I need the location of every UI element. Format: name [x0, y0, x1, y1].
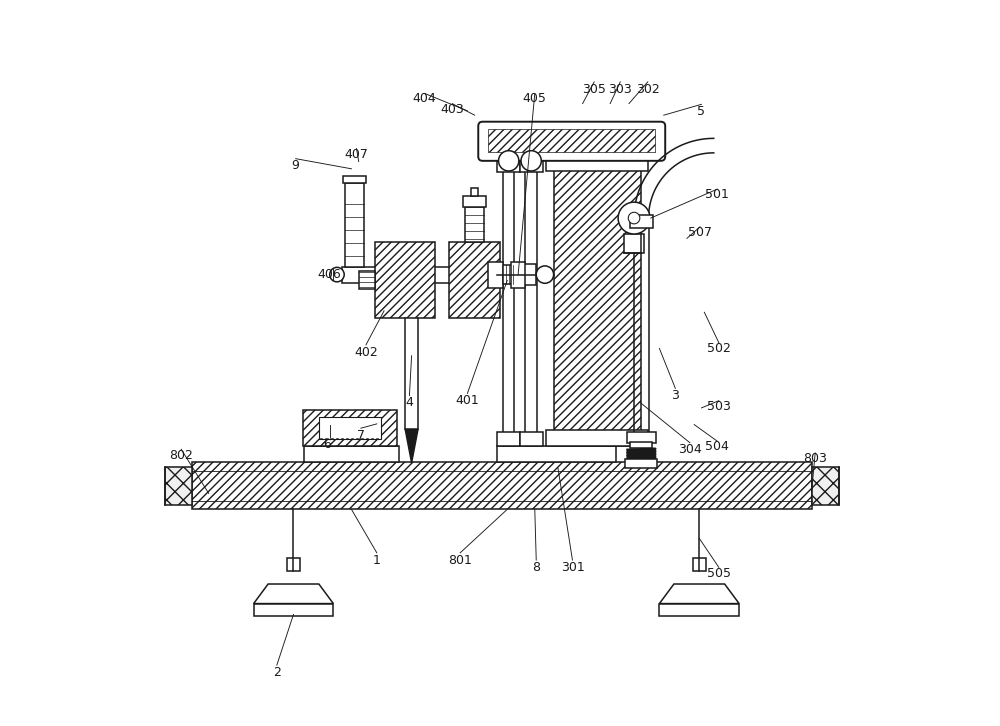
Bar: [345, 183, 364, 266]
Bar: [546, 431, 648, 446]
Bar: [812, 467, 839, 505]
Bar: [287, 558, 300, 571]
Text: 4: 4: [405, 396, 413, 409]
Bar: [303, 410, 397, 446]
Bar: [511, 261, 525, 287]
Text: 404: 404: [413, 92, 437, 105]
Text: 407: 407: [345, 148, 368, 161]
Text: 303: 303: [608, 83, 632, 96]
Text: 401: 401: [456, 394, 479, 407]
Polygon shape: [405, 429, 418, 463]
Text: 507: 507: [688, 226, 712, 239]
Bar: [659, 603, 739, 616]
Bar: [497, 432, 520, 446]
Bar: [525, 157, 537, 446]
Text: 301: 301: [561, 561, 584, 574]
Text: 802: 802: [169, 449, 193, 462]
Bar: [359, 271, 375, 290]
Bar: [309, 441, 394, 446]
Text: 406: 406: [318, 268, 342, 281]
Circle shape: [330, 267, 344, 282]
Bar: [471, 188, 478, 195]
Bar: [497, 446, 616, 462]
Text: 405: 405: [523, 92, 547, 105]
Text: 5: 5: [697, 105, 705, 118]
Circle shape: [628, 212, 640, 224]
Text: 501: 501: [705, 188, 729, 201]
Bar: [693, 558, 706, 571]
Bar: [449, 242, 500, 318]
Text: 503: 503: [707, 400, 731, 413]
Text: 801: 801: [448, 554, 472, 566]
Text: 304: 304: [678, 444, 702, 457]
Text: 502: 502: [707, 342, 731, 355]
Bar: [488, 261, 503, 287]
Bar: [497, 157, 520, 173]
Bar: [520, 157, 543, 173]
Text: 402: 402: [354, 346, 378, 359]
Circle shape: [618, 202, 650, 234]
Bar: [625, 460, 657, 468]
Circle shape: [536, 266, 554, 283]
Bar: [375, 242, 435, 318]
Text: 302: 302: [636, 83, 660, 96]
Text: 3: 3: [671, 389, 679, 402]
Bar: [488, 129, 655, 152]
Bar: [546, 157, 648, 171]
Circle shape: [521, 151, 541, 171]
Bar: [463, 195, 486, 207]
Bar: [304, 446, 399, 462]
Bar: [342, 266, 498, 282]
Text: 2: 2: [273, 666, 281, 679]
Bar: [516, 264, 536, 285]
Bar: [630, 442, 652, 448]
Text: 6: 6: [324, 438, 331, 451]
Bar: [192, 462, 812, 510]
Polygon shape: [254, 584, 333, 603]
Text: 7: 7: [357, 429, 365, 442]
Bar: [554, 157, 641, 446]
Bar: [627, 432, 656, 444]
Text: 505: 505: [707, 566, 731, 579]
Text: 8: 8: [532, 561, 540, 574]
Bar: [254, 603, 333, 616]
Bar: [319, 417, 381, 439]
Bar: [503, 157, 514, 446]
Bar: [465, 207, 484, 242]
Bar: [500, 265, 516, 284]
Text: 1: 1: [373, 554, 381, 566]
Bar: [165, 467, 192, 505]
Bar: [343, 176, 366, 183]
Circle shape: [499, 151, 519, 171]
Text: 9: 9: [292, 160, 300, 172]
Text: 504: 504: [705, 440, 729, 453]
Polygon shape: [659, 584, 739, 603]
Text: 803: 803: [803, 452, 827, 465]
FancyBboxPatch shape: [478, 122, 665, 161]
Bar: [624, 234, 644, 253]
Bar: [520, 432, 543, 446]
Text: 305: 305: [582, 83, 606, 96]
Bar: [630, 215, 653, 228]
Text: 403: 403: [440, 103, 464, 116]
